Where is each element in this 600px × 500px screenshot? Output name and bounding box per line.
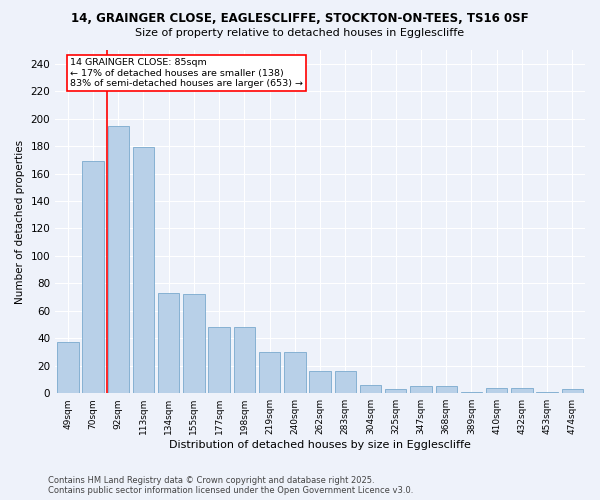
Bar [233,328,255,393]
Bar [410,386,432,393]
Bar [284,352,305,393]
Text: 14, GRAINGER CLOSE, EAGLESCLIFFE, STOCKTON-ON-TEES, TS16 0SF: 14, GRAINGER CLOSE, EAGLESCLIFFE, STOCKT… [71,12,529,26]
Bar [183,294,205,393]
Bar [461,392,482,393]
Bar [335,371,356,393]
Text: Contains HM Land Registry data © Crown copyright and database right 2025.
Contai: Contains HM Land Registry data © Crown c… [48,476,413,495]
Bar [82,161,104,393]
Bar [208,328,230,393]
Bar [486,388,508,393]
Bar [562,389,583,393]
X-axis label: Distribution of detached houses by size in Egglescliffe: Distribution of detached houses by size … [169,440,471,450]
Bar [107,126,129,393]
Bar [385,389,406,393]
Bar [436,386,457,393]
Bar [259,352,280,393]
Text: 14 GRAINGER CLOSE: 85sqm
← 17% of detached houses are smaller (138)
83% of semi-: 14 GRAINGER CLOSE: 85sqm ← 17% of detach… [70,58,304,88]
Bar [158,293,179,393]
Bar [57,342,79,393]
Text: Size of property relative to detached houses in Egglescliffe: Size of property relative to detached ho… [136,28,464,38]
Bar [133,148,154,393]
Bar [360,385,381,393]
Bar [536,392,558,393]
Y-axis label: Number of detached properties: Number of detached properties [15,140,25,304]
Bar [511,388,533,393]
Bar [310,371,331,393]
